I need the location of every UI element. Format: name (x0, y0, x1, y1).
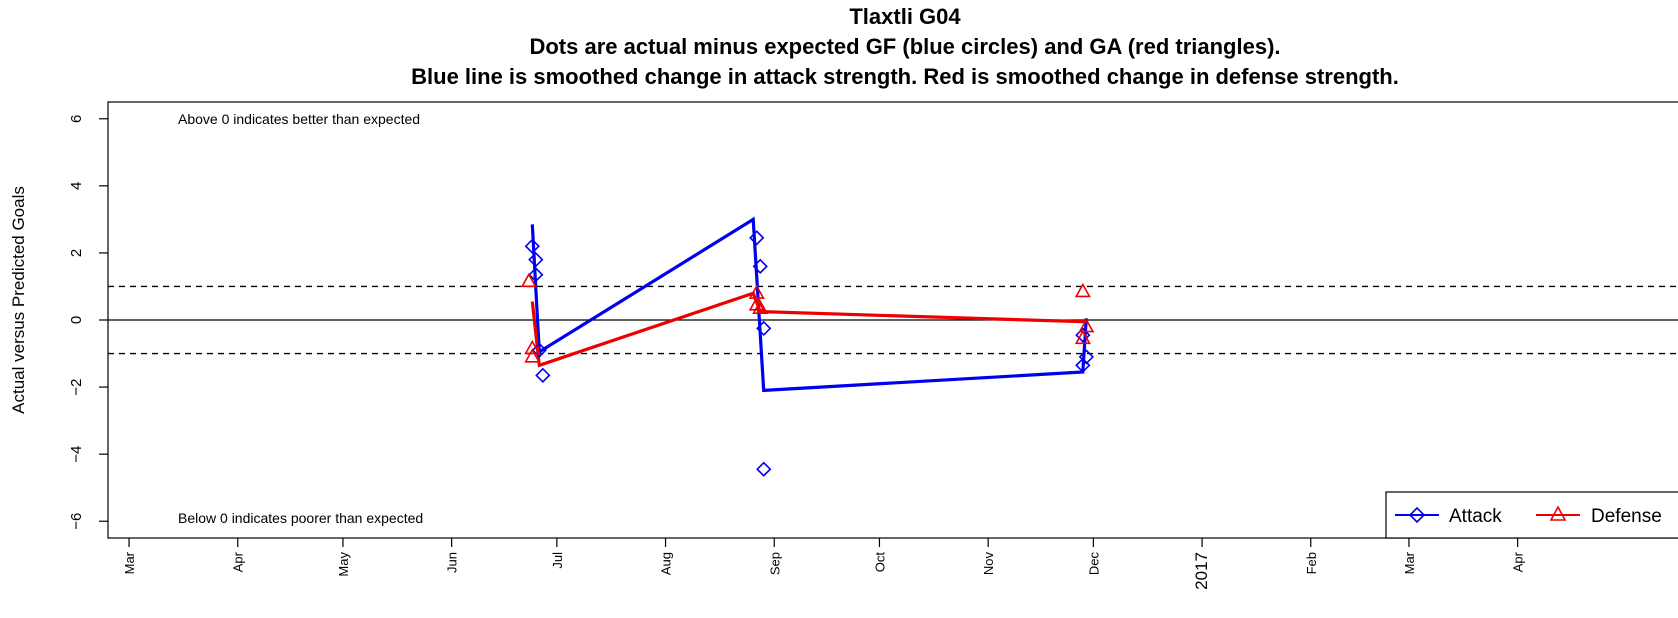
x-tick-label: Feb (1304, 552, 1319, 574)
attack-point (1075, 327, 1091, 343)
x-tick-label: Jun (445, 552, 460, 573)
x-tick-label: Aug (659, 552, 674, 575)
attack-point (756, 461, 772, 477)
attack-point (535, 367, 551, 383)
defense-point (520, 272, 537, 288)
attack-point (752, 258, 768, 274)
chart-subtitle-line-1: Dots are actual minus expected GF (blue … (529, 34, 1280, 59)
legend: Attack Defense (1385, 491, 1678, 539)
y-axis-label: Actual versus Predicted Goals (9, 186, 28, 414)
x-tick-label: Mar (122, 551, 137, 574)
attack-point (528, 251, 544, 268)
x-tick-label: Dec (1086, 552, 1101, 576)
x-tick-label: Apr (231, 551, 246, 572)
y-tick-label: 0 (68, 316, 85, 324)
attack-point (1078, 349, 1094, 365)
attack-point (524, 238, 540, 254)
plot-layer: −6 −4 −2 0 2 4 6 Mar Apr May Jun Jul Aug Sep Oct Nov Dec… (68, 101, 1678, 590)
annotation-below: Below 0 indicates poorer than expected (178, 510, 423, 526)
x-tick-label: Oct (872, 552, 887, 573)
legend-defense-marker (1549, 505, 1567, 521)
annotation-above: Above 0 indicates better than expected (178, 111, 420, 127)
defense-point (1078, 318, 1095, 333)
series-line-attack (530, 216, 1088, 393)
legend-attack-marker (1408, 506, 1426, 524)
y-tick-label: 6 (68, 115, 85, 123)
x-tick-label: 2017 (1192, 552, 1211, 590)
y-tick-label: −4 (68, 446, 85, 463)
x-tick-label: Jul (550, 552, 565, 569)
y-tick-label: −6 (68, 513, 85, 530)
defense-point (1074, 282, 1091, 298)
x-tick-label: Sep (767, 552, 782, 575)
defense-point (752, 299, 769, 314)
attack-point (749, 230, 765, 246)
defense-point (524, 339, 541, 355)
legend-attack-label: Attack (1449, 506, 1502, 527)
attack-point (756, 320, 772, 337)
x-tick-label: May (336, 552, 351, 577)
attack-point (531, 342, 547, 358)
y-tick-label: 4 (68, 182, 85, 190)
attack-point (528, 267, 544, 283)
x-tick-label: Mar (1402, 551, 1417, 574)
y-tick-label: 2 (68, 249, 85, 257)
y-tick-label: −2 (68, 379, 85, 396)
x-tick-label: Nov (981, 552, 996, 576)
chart-title: Tlaxtli G04 (849, 4, 961, 29)
defense-point (748, 296, 765, 311)
defense-point (1074, 329, 1091, 345)
legend-defense-label: Defense (1591, 506, 1662, 527)
defense-point (524, 348, 541, 363)
x-tick-label: Apr (1511, 551, 1526, 572)
chart-subtitle-line-2: Blue line is smoothed change in attack s… (411, 64, 1399, 89)
